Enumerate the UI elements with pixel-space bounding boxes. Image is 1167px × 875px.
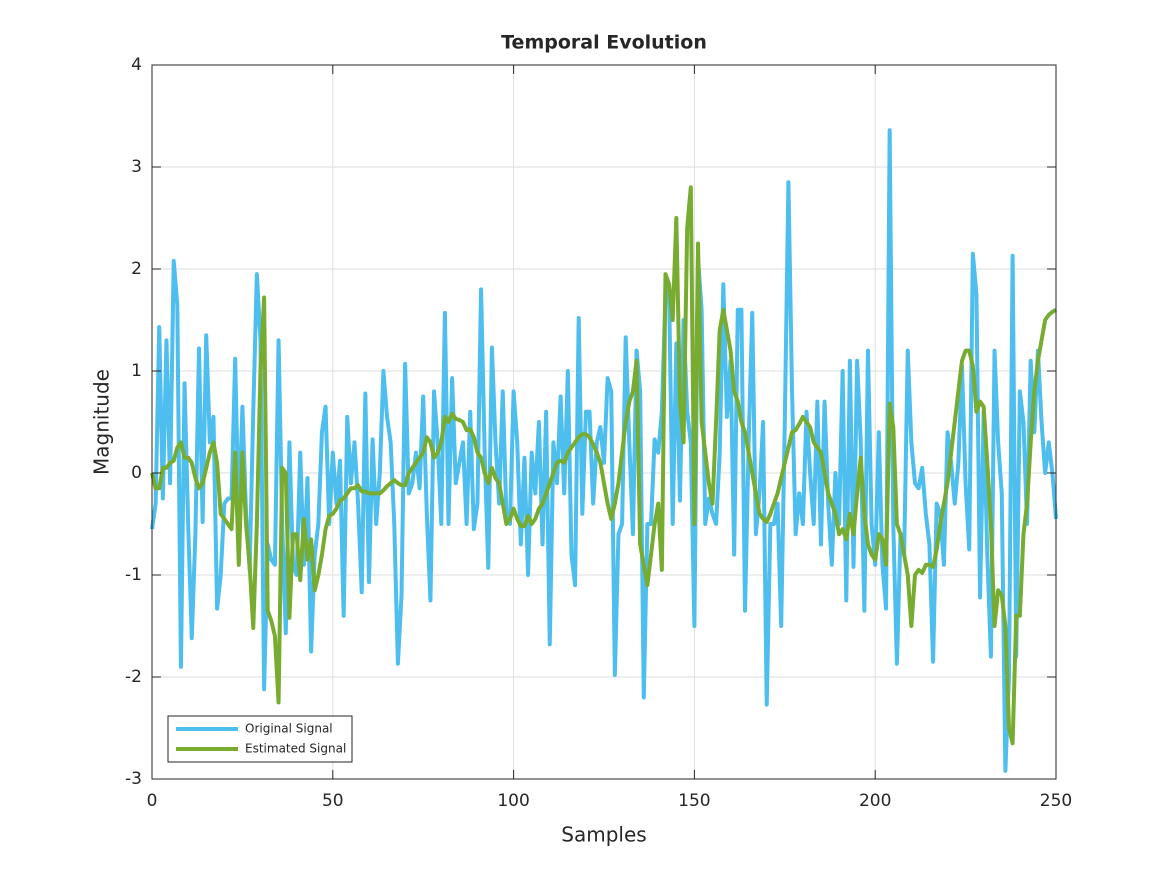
data-line <box>150 185 1057 746</box>
chart-title: Temporal Evolution <box>501 32 707 54</box>
x-axis-label: Samples <box>561 823 646 847</box>
y-tick-label: 3 <box>131 157 142 177</box>
y-tick-label: 2 <box>131 259 142 279</box>
x-tick-label: 50 <box>322 791 344 811</box>
x-tick-label: 200 <box>859 791 891 811</box>
y-axis-label: Magnitude <box>90 369 114 475</box>
x-tick-label: 100 <box>497 791 529 811</box>
legend-label: Original Signal <box>245 722 333 736</box>
x-tick-label: 150 <box>678 791 710 811</box>
y-tick-label: -1 <box>125 565 142 585</box>
y-tick-label: 1 <box>131 361 142 381</box>
ticks: 0 50 100 150 200 250 -3 -2 -1 0 1 2 3 4 <box>125 55 1072 811</box>
y-tick-label: 0 <box>131 463 142 483</box>
legend-label: Estimated Signal <box>245 742 346 756</box>
axes-box <box>151 64 1057 780</box>
plot-area <box>150 128 1058 773</box>
y-tick-label: -3 <box>125 769 142 789</box>
x-tick-label: 250 <box>1040 791 1072 811</box>
legend: Original Signal Estimated Signal <box>167 715 353 763</box>
x-tick-label: 0 <box>147 791 158 811</box>
y-tick-label: 4 <box>131 55 142 75</box>
legend-box <box>167 715 353 763</box>
y-tick-label: -2 <box>125 667 142 687</box>
